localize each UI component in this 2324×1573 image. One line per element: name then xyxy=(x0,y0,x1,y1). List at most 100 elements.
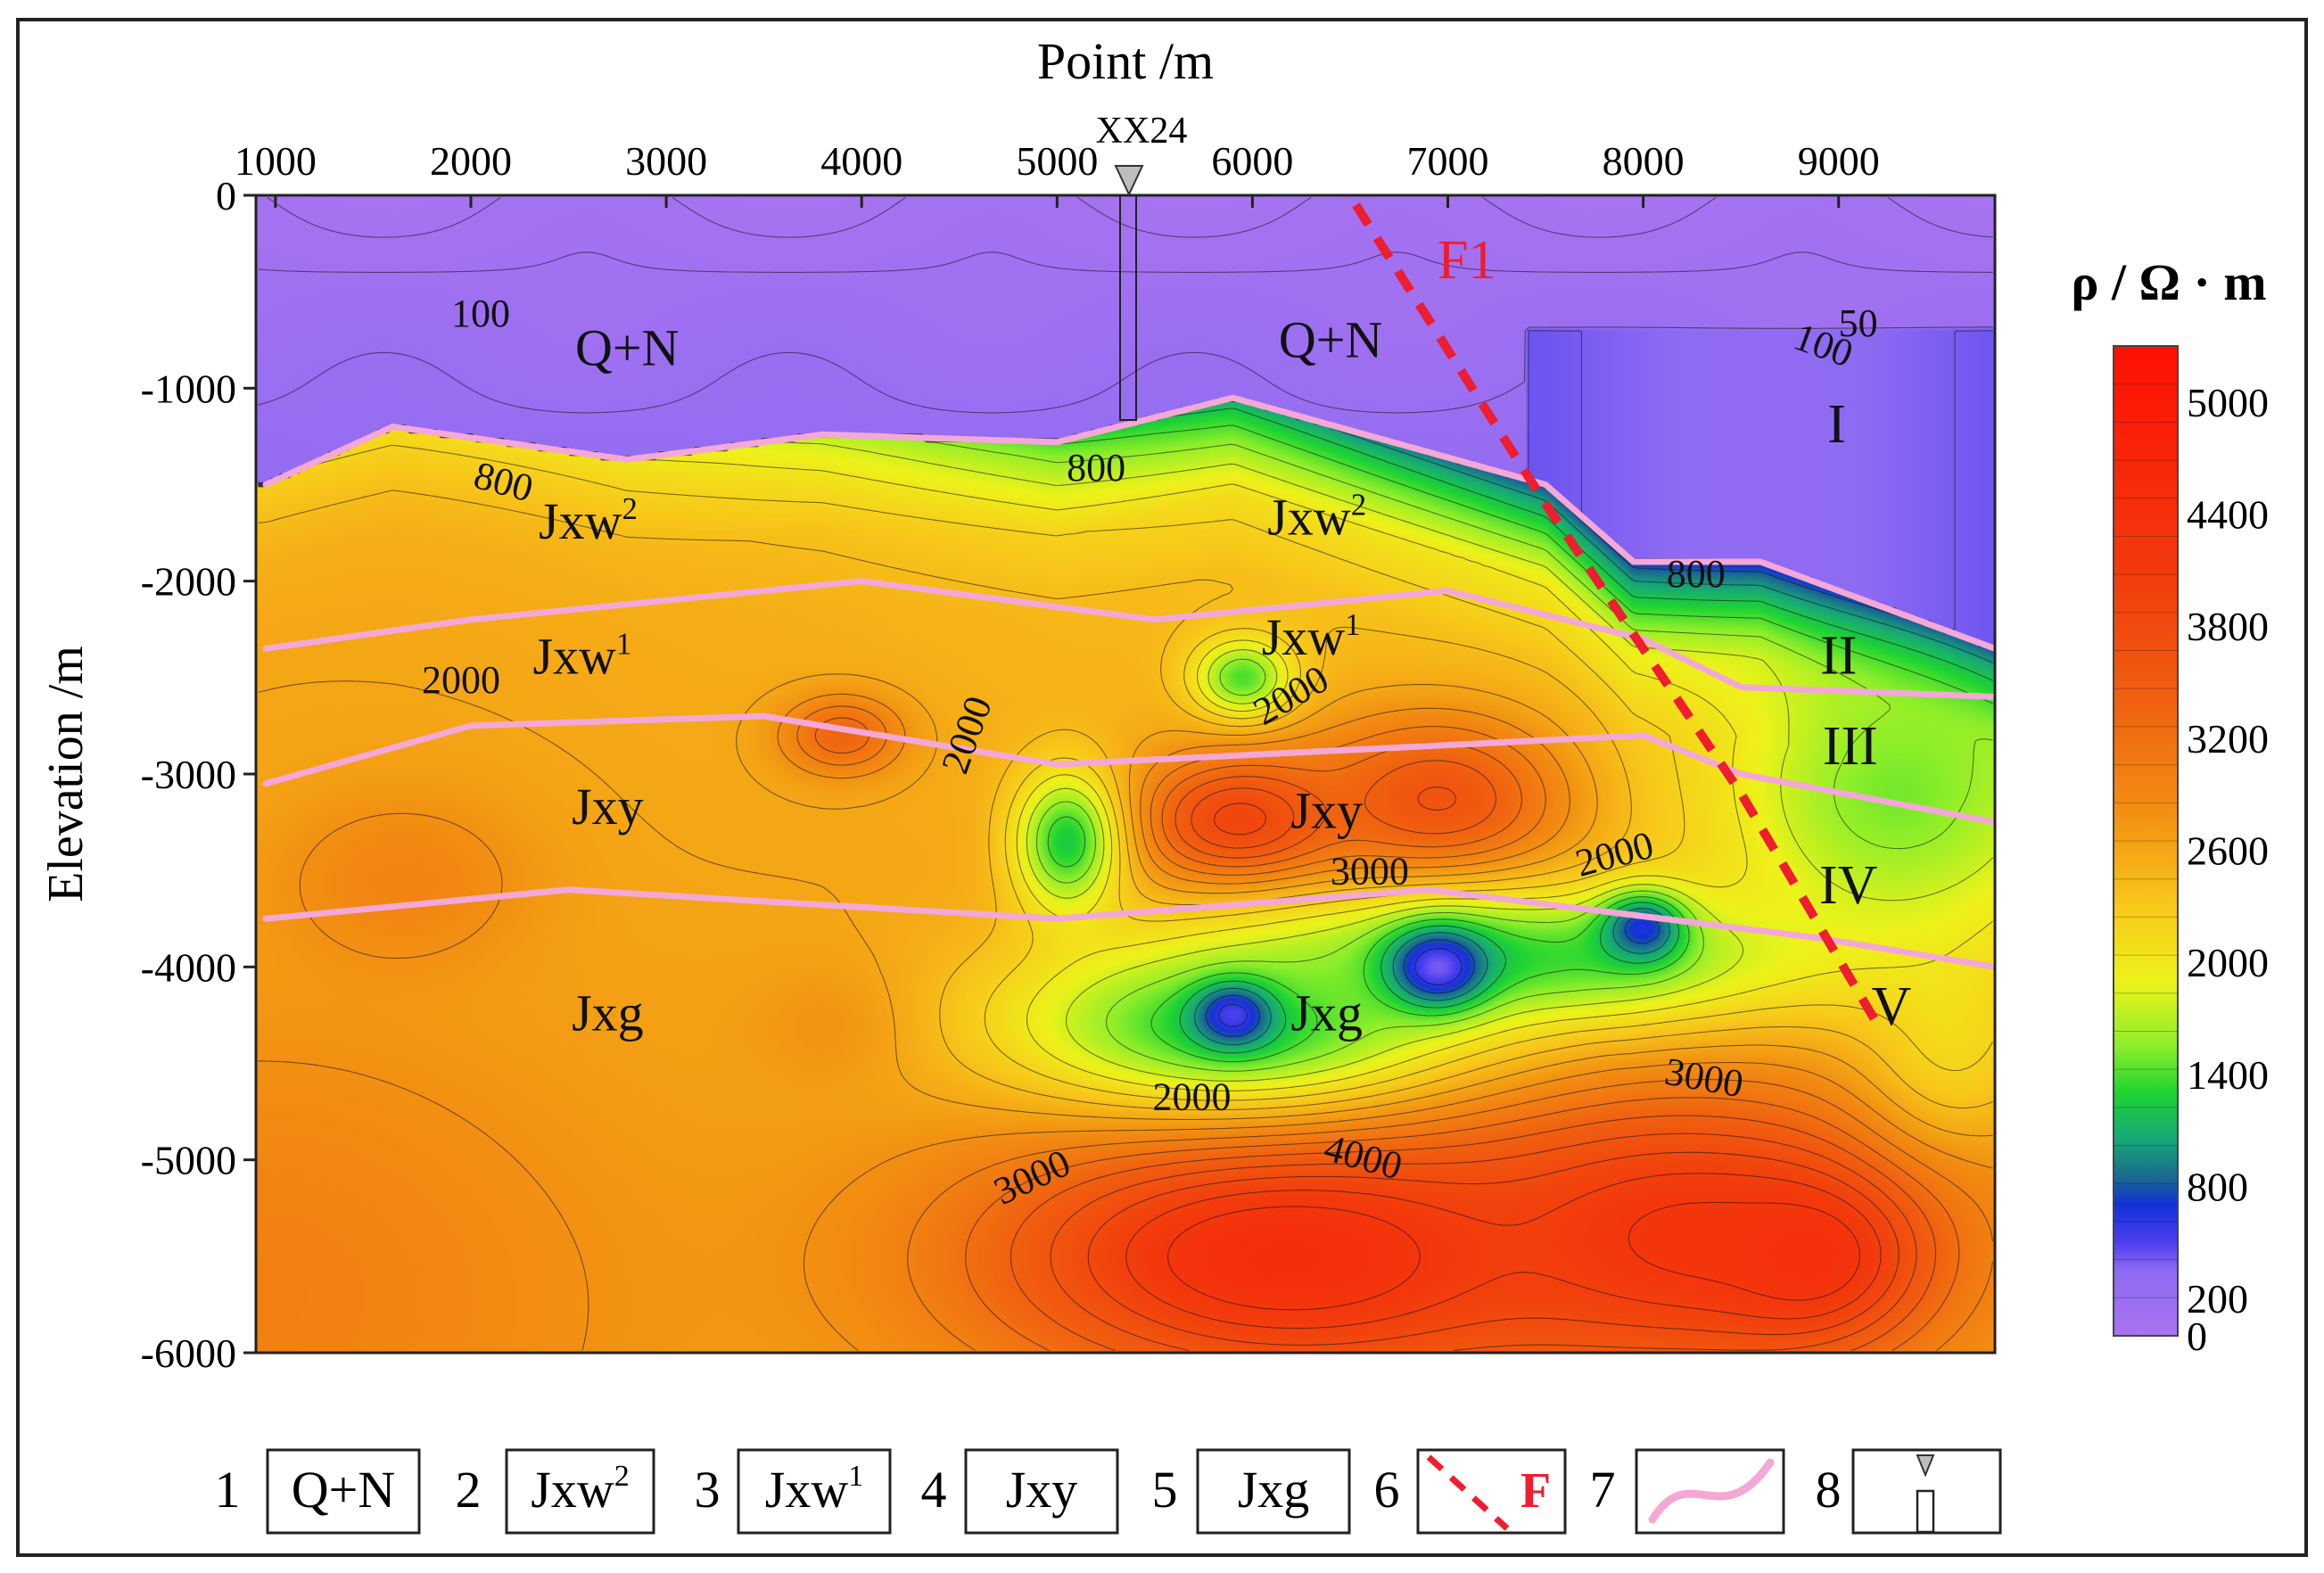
y-axis-title: Elevation /m xyxy=(38,646,94,902)
y-tick-label: -6000 xyxy=(141,1330,236,1376)
legend-formation-label: Jxg xyxy=(1238,1461,1310,1519)
y-tick-label: -2000 xyxy=(141,559,236,605)
resistivity-heatmap xyxy=(256,195,1995,1353)
colorbar-gradient xyxy=(2113,345,2179,1337)
fault-f1-line xyxy=(1352,202,1882,1027)
formation-label: Jxw2 xyxy=(539,491,638,550)
contour-line xyxy=(258,251,1993,273)
legend-formation-label: Q+N xyxy=(292,1461,395,1519)
colorbar-tick-label: 800 xyxy=(2187,1164,2248,1209)
legend-number: 3 xyxy=(695,1461,721,1519)
legend-formation-label: Jxw2 xyxy=(531,1460,629,1519)
formation-label: Jxg xyxy=(572,984,644,1042)
x-axis-title: Point /m xyxy=(1037,32,1214,90)
colorbar-tick-label: 1400 xyxy=(2187,1052,2269,1098)
legend-box xyxy=(1416,1448,1567,1535)
legend-item-5: 5 Jxg xyxy=(1152,1448,1351,1535)
contour-line xyxy=(814,717,1960,1351)
x-tick-label: 9000 xyxy=(1798,138,1880,184)
legend-number: 1 xyxy=(215,1461,241,1519)
legend-item-3: 3 Jxw1 xyxy=(695,1448,892,1535)
legend-formation-label: Jxy xyxy=(1006,1461,1078,1519)
legend-item-2: 2 Jxw2 xyxy=(456,1448,655,1535)
formation-label: Q+N xyxy=(575,318,679,376)
contour-value-label: 50 xyxy=(1839,301,1878,345)
legend-box xyxy=(1196,1448,1351,1535)
contour-line xyxy=(1010,760,1937,1352)
legend-number: 2 xyxy=(456,1461,482,1519)
well-xx24 xyxy=(1119,195,1137,421)
legend-item-4: 4 Jxy xyxy=(921,1448,1119,1535)
contour-line xyxy=(1166,1201,1861,1311)
y-tick-label: -5000 xyxy=(141,1138,236,1183)
well-label: XX24 xyxy=(1096,111,1188,152)
legend-box xyxy=(266,1448,421,1535)
legend-number: 6 xyxy=(1374,1461,1400,1519)
colorbar-tick-label: 200 xyxy=(2187,1276,2248,1322)
colorbar-tick-label: 3800 xyxy=(2187,604,2269,649)
x-tick-label: 4000 xyxy=(820,138,902,184)
formation-label: Jxw1 xyxy=(1262,607,1361,666)
colorbar-tick-label: 4400 xyxy=(2187,491,2269,537)
y-axis-ticks: 0 -1000 -2000 -3000 -4000 -5000 -6000 xyxy=(141,173,256,1376)
contour-line xyxy=(258,326,1993,414)
fault-label: F1 xyxy=(1438,230,1496,291)
x-tick-label: 2000 xyxy=(430,138,512,184)
contour-line xyxy=(1087,803,1900,1346)
contour-value-label: 800 xyxy=(1667,552,1726,596)
contour-line xyxy=(796,705,1994,1351)
contour-value-label: 800 xyxy=(1067,446,1125,490)
contour-value-label: 100 xyxy=(451,292,510,335)
legend-number: 7 xyxy=(1590,1461,1616,1519)
formation-label: Q+N xyxy=(1279,311,1382,369)
legend-number: 4 xyxy=(921,1461,947,1519)
contour-line xyxy=(258,673,1993,1137)
y-tick-label: -1000 xyxy=(141,366,236,411)
colorbar: ρ / Ω · m 5000 4400 3800 3200 2600 2000 1400 80… xyxy=(2071,253,2269,1359)
well-marker-icon xyxy=(1114,165,1144,197)
contour-line xyxy=(1125,1173,1882,1330)
colorbar-tick-label: 2600 xyxy=(2187,828,2269,873)
x-tick-label: 7000 xyxy=(1407,138,1489,184)
well-borehole xyxy=(1119,195,1137,421)
x-tick-label: 8000 xyxy=(1603,138,1685,184)
contour-line xyxy=(258,490,1993,1111)
legend-fault-line-icon xyxy=(1426,1454,1510,1531)
contour-value-label: 2000 xyxy=(422,658,500,702)
colorbar-ticks: 5000 4400 3800 3200 2600 2000 1400 800 2000 xyxy=(2187,380,2269,1359)
legend-box xyxy=(1635,1448,1785,1535)
colorbar-tick-label: 3200 xyxy=(2187,716,2269,762)
boundary-line-2 xyxy=(262,578,1995,700)
legend-box xyxy=(737,1448,892,1535)
legend-box xyxy=(964,1448,1119,1535)
zone-label: IV xyxy=(1819,855,1878,916)
contour-value-label: 2000 xyxy=(1152,1075,1231,1118)
zone-label: II xyxy=(1820,626,1857,687)
formation-label: Jxg xyxy=(1290,984,1363,1042)
y-tick-label: -4000 xyxy=(141,944,236,990)
contour-line xyxy=(1050,786,1917,1352)
zone-label: V xyxy=(1871,976,1911,1037)
legend-box xyxy=(505,1448,655,1535)
zone-label: I xyxy=(1827,394,1846,455)
x-tick-label: 5000 xyxy=(1016,138,1098,184)
y-tick-label: 0 xyxy=(216,173,236,218)
x-tick-label: 6000 xyxy=(1211,138,1293,184)
legend-number: 5 xyxy=(1152,1461,1178,1519)
zone-label: III xyxy=(1823,716,1878,777)
colorbar-bands xyxy=(2114,383,2178,1298)
legend-item-1: 1 Q+N xyxy=(215,1448,421,1535)
contour-value-label: 3000 xyxy=(1331,849,1409,893)
contour-line xyxy=(267,197,1993,238)
boundary-line-1 xyxy=(262,394,1995,652)
colorbar-tick-label: 0 xyxy=(2187,1314,2207,1359)
legend-boundary-curve-icon xyxy=(1648,1458,1775,1524)
colorbar-tick-label: 5000 xyxy=(2187,380,2269,425)
boundary-line-4 xyxy=(262,886,1995,970)
x-axis-ticks: 1000 2000 3000 4000 5000 6000 7000 8000 9000 xyxy=(235,138,1880,208)
legend-item-8: 8 xyxy=(1816,1448,2002,1535)
legend-borehole-icon xyxy=(1916,1489,1935,1534)
x-tick-label: 1000 xyxy=(235,138,317,184)
legend-fault-label: F xyxy=(1520,1463,1551,1519)
